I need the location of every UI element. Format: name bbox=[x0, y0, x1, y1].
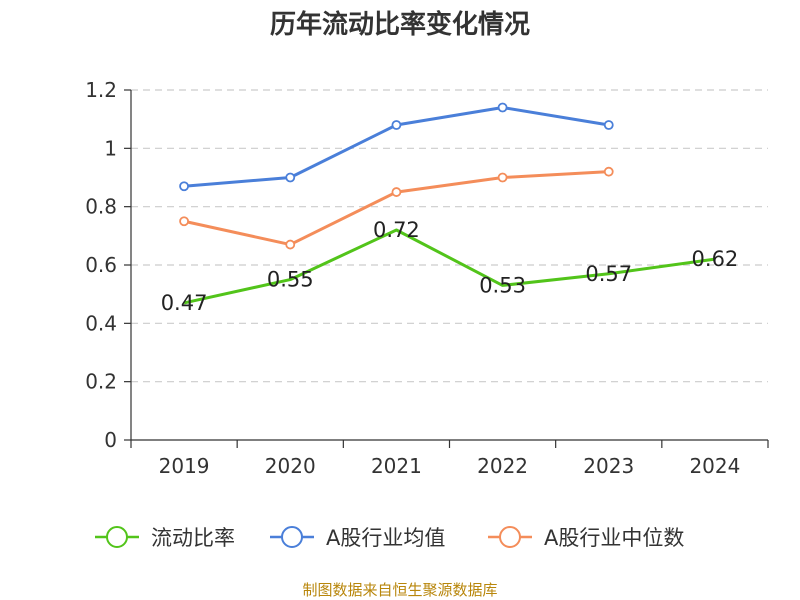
source-note: 制图数据来自恒生聚源数据库 bbox=[302, 581, 497, 599]
x-tick-label: 2023 bbox=[583, 454, 634, 478]
x-tick-label: 2019 bbox=[159, 454, 210, 478]
data-label: 0.53 bbox=[479, 273, 526, 297]
data-point bbox=[285, 239, 296, 250]
legend: 流动比率 A股行业均值 A股行业中位数 bbox=[95, 526, 684, 550]
data-point bbox=[179, 181, 189, 192]
data-labels: 0.47 0.55 0.72 0.53 0.57 0.62 bbox=[161, 218, 739, 315]
data-point bbox=[497, 172, 508, 183]
y-tick-label: 1 bbox=[104, 136, 117, 160]
legend-label: A股行业均值 bbox=[326, 526, 445, 550]
y-tick-label: 0 bbox=[104, 428, 117, 452]
x-tick-label: 2022 bbox=[477, 454, 528, 478]
data-label: 0.62 bbox=[692, 247, 739, 271]
series-line bbox=[183, 228, 716, 305]
axes: 0 0.2 0.4 0.6 0.8 1 1.2 2019 2020 2021 2022 2023 202… bbox=[85, 78, 769, 478]
data-point bbox=[391, 120, 402, 130]
legend-marker bbox=[499, 526, 521, 548]
data-label: 0.47 bbox=[161, 291, 208, 315]
data-label: 0.72 bbox=[373, 218, 420, 242]
y-tick-label: 0.8 bbox=[85, 195, 117, 219]
data-label: 0.57 bbox=[585, 262, 632, 286]
legend-label: 流动比率 bbox=[151, 526, 235, 550]
legend-marker bbox=[106, 526, 128, 548]
y-tick-label: 0.4 bbox=[85, 311, 117, 335]
legend-label: A股行业中位数 bbox=[544, 526, 684, 550]
data-point bbox=[285, 172, 296, 183]
data-point bbox=[391, 187, 402, 197]
legend-marker bbox=[281, 526, 303, 548]
chart-title: 历年流动比率变化情况 bbox=[270, 9, 530, 40]
y-tick-label: 1.2 bbox=[85, 78, 117, 102]
data-point bbox=[179, 216, 189, 227]
data-point bbox=[497, 102, 508, 113]
data-point bbox=[603, 120, 614, 130]
series-lines bbox=[179, 102, 716, 305]
x-tick-label: 2020 bbox=[265, 454, 316, 478]
y-tick-label: 0.2 bbox=[85, 370, 117, 394]
y-tick-label: 0.6 bbox=[85, 253, 117, 277]
x-tick-label: 2024 bbox=[689, 454, 740, 478]
data-point bbox=[603, 166, 614, 177]
data-label: 0.55 bbox=[267, 268, 314, 292]
x-tick-label: 2021 bbox=[371, 454, 422, 478]
grid-lines bbox=[131, 89, 768, 383]
